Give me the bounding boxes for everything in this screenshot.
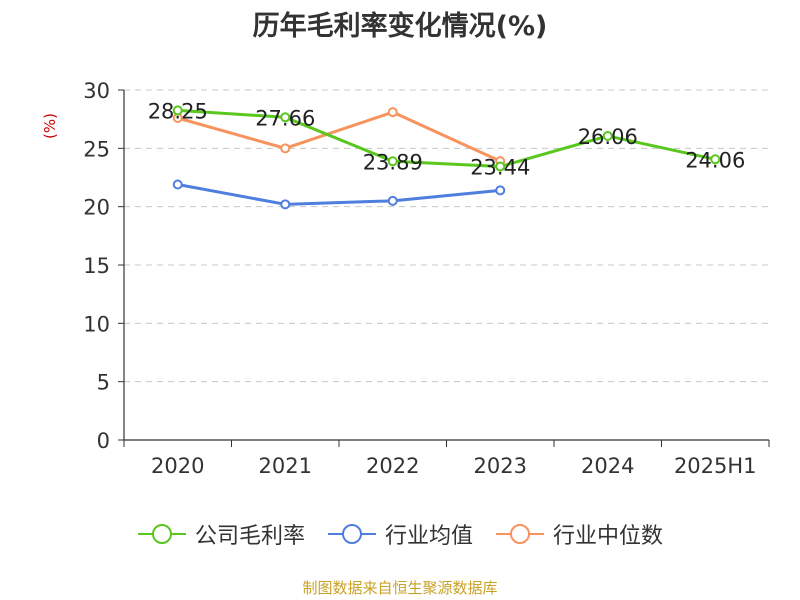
- x-tick-label: 2022: [366, 454, 419, 478]
- series-line: [177, 108, 716, 169]
- data-point: [387, 195, 398, 206]
- data-point: [172, 105, 183, 116]
- legend-marker-icon: [137, 524, 186, 544]
- legend-marker-icon: [496, 524, 544, 544]
- data-point: [387, 156, 398, 167]
- data-label: 24.06: [685, 148, 745, 172]
- y-tick-label: 25: [83, 137, 110, 161]
- source-note: 制图数据来自恒生聚源数据库: [302, 579, 498, 597]
- data-label: 23.89: [363, 150, 423, 174]
- series-line: [177, 183, 501, 206]
- legend-marker-icon: [327, 524, 376, 544]
- data-label: 27.66: [255, 106, 315, 130]
- legend-label: 行业均值: [384, 524, 473, 549]
- data-point: [172, 179, 183, 190]
- data-point: [495, 185, 506, 196]
- legend-label: 公司毛利率: [194, 524, 305, 549]
- y-tick-label: 10: [83, 312, 110, 336]
- chart-title: 历年毛利率变化情况(%): [252, 11, 548, 42]
- line-chart: 0 5 10 15 20 25 30 2020 2021 2022 2023 2024 2025H1 28…: [83, 79, 770, 478]
- series-line: [177, 110, 501, 163]
- x-tick-label: 2023: [474, 454, 527, 478]
- data-point: [495, 161, 506, 172]
- y-tick-label: 20: [83, 196, 110, 220]
- legend-label: 行业中位数: [553, 524, 664, 549]
- y-tick-label: 30: [83, 79, 110, 103]
- x-tick-label: 2024: [581, 454, 634, 478]
- y-tick-label: 0: [97, 429, 110, 453]
- data-label: 28.25: [148, 99, 208, 123]
- data-point: [280, 112, 291, 123]
- data-label: 23.44: [470, 156, 530, 180]
- legend-item[interactable]: 公司毛利率: [137, 518, 305, 550]
- data-point: [602, 130, 613, 141]
- legend: 公司毛利率 行业均值 行业中位数: [0, 518, 800, 550]
- data-point: [387, 107, 398, 118]
- x-tick-label: 2025H1: [674, 454, 757, 478]
- data-point: [280, 143, 291, 154]
- y-tick-label: 15: [83, 254, 110, 278]
- y-tick-label: 5: [97, 371, 110, 395]
- x-tick-label: 2020: [151, 454, 204, 478]
- legend-item[interactable]: 行业中位数: [495, 518, 663, 550]
- x-tick-label: 2021: [259, 454, 312, 478]
- data-point: [710, 154, 721, 165]
- data-label: 26.06: [578, 125, 638, 149]
- legend-item[interactable]: 行业均值: [327, 518, 473, 550]
- data-point: [280, 199, 291, 210]
